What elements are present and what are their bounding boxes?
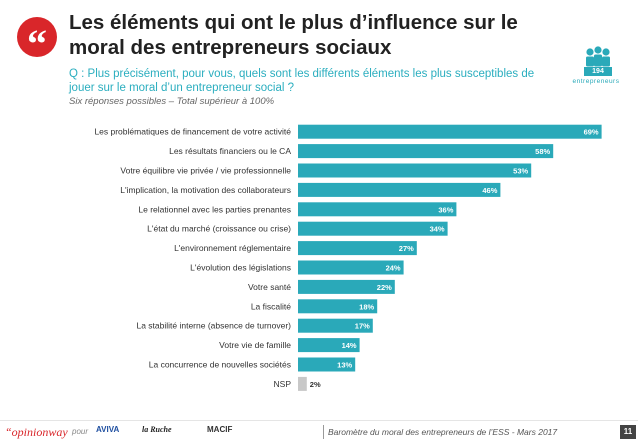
category-label: Votre santé [248,282,291,292]
footer-pour: pour [72,427,89,436]
macif-logo: MACIF [207,425,233,434]
category-label: La concurrence de nouvelles sociétés [149,360,291,370]
category-label: Votre équilibre vie privée / vie profess… [120,166,291,176]
bar [298,202,457,217]
page-number: 11 [620,425,636,439]
quote-icon: “ [17,17,57,66]
footer-caption: Baromètre du moral des entrepreneurs de … [328,427,558,437]
footer-divider [0,420,638,421]
value-label: 46% [482,186,497,195]
category-label: L'environnement réglementaire [174,243,291,253]
category-label: Les résultats financiers ou le CA [169,146,291,156]
response-note: Six réponses possibles – Total supérieur… [69,96,275,107]
value-label: 27% [399,244,414,253]
category-label: La stabilité interne (absence de turnove… [136,321,291,331]
value-label: 18% [359,302,374,311]
laruche-logo: la Ruche [142,425,172,434]
survey-question: Q : Plus précisément, pour vous, quels s… [69,68,535,94]
bar [298,241,417,256]
bar [298,318,373,333]
value-label: 24% [386,264,401,273]
value-label: 17% [355,322,370,331]
value-label: 36% [438,205,453,214]
bar [298,221,448,236]
value-label: 14% [342,341,357,350]
category-label: La fiscalité [251,301,291,311]
page-title: Les éléments qui ont le plus d’influence… [69,11,518,59]
aviva-logo: AVIVA [96,425,120,434]
category-label: NSP [274,379,292,389]
bar [298,124,602,139]
respondents-label: entrepreneurs [572,78,620,85]
value-label: 53% [513,167,528,176]
category-label: L'évolution des législations [190,263,291,273]
people-icon [586,46,610,67]
bar [298,299,378,314]
bar [298,260,404,275]
category-label: L'état du marché (croissance ou crise) [147,224,291,234]
bar [298,279,395,294]
opinionway-logo: “opinionway [5,425,68,439]
respondents-count: 194 [584,67,612,76]
bar [298,163,532,178]
bar [298,338,360,353]
bar [298,357,356,372]
bar [298,376,307,391]
value-label: 2% [310,380,321,389]
footer: “opinionway pour AVIVA la Ruche MACIF Ba… [0,422,638,442]
value-label: 22% [377,283,392,292]
bar [298,144,554,159]
value-label: 13% [337,361,352,370]
bar-chart: Les problématiques de financement de vot… [94,124,602,391]
value-label: 69% [584,128,599,137]
category-label: L'implication, la motivation des collabo… [120,185,291,195]
category-label: Le relationnel avec les parties prenante… [138,204,291,214]
category-label: Les problématiques de financement de vot… [94,127,291,137]
value-label: 34% [430,225,445,234]
footer-separator [323,425,324,439]
category-label: Votre vie de famille [219,340,291,350]
bar [298,182,501,197]
value-label: 58% [535,147,550,156]
